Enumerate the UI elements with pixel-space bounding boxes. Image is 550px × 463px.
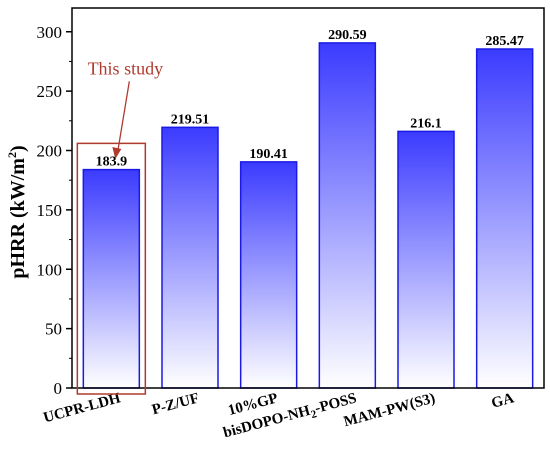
x-category-label: MAM-PW(S3) [342, 390, 437, 430]
plot-frame [71, 7, 545, 389]
this-study-annotation: This study [76, 58, 164, 395]
y-tick-label: 100 [37, 260, 63, 279]
y-axis-ticks: 0 50 100 150 200 250 300 [37, 23, 72, 398]
bar-10-gp [239, 161, 298, 389]
y-tick-label: 200 [37, 142, 63, 161]
y-tick-label: 300 [37, 23, 63, 42]
y-axis-title: pHRR (kW/m2) [5, 145, 29, 278]
y-tick-label: 250 [37, 82, 63, 101]
bar-value-label: 216.1 [410, 116, 442, 131]
y-tick-label: 50 [45, 320, 62, 339]
this-study-arrow [116, 81, 130, 155]
bar-p-z-uf [161, 126, 219, 389]
bar-value-label: 285.47 [485, 34, 524, 49]
bar-bisdopo-nh2-poss [318, 42, 377, 389]
y-axis-title-close: ) [7, 145, 29, 152]
this-study-label: This study [88, 58, 164, 78]
bar-value-label: 219.51 [171, 112, 210, 127]
category-labels-group: UCPR-LDH P-Z/UF 10%GPbisDOPO-NH2-POSSMAM-P… [42, 390, 516, 441]
x-category-label: P-Z/UF [150, 390, 201, 418]
y-tick-label: 0 [54, 379, 63, 398]
this-study-arrowhead [112, 146, 122, 159]
y-axis-title-sup: 2 [5, 152, 19, 158]
value-labels-group: 183.9 219.51 190.41 290.59 216.1 285.47 [96, 28, 524, 170]
this-study-highlight-box [76, 142, 147, 395]
bar-value-label: 183.9 [96, 155, 128, 170]
bars-group [82, 42, 534, 389]
x-category-label: GA [490, 390, 516, 411]
y-axis-title-main: pHRR (kW/m [7, 158, 29, 279]
bar-ga [475, 48, 534, 389]
bar-mam-pw-s3- [397, 130, 455, 389]
bar-ucpr-ldh [82, 168, 141, 389]
bar-value-label: 290.59 [328, 28, 367, 43]
y-tick-label: 150 [37, 201, 63, 220]
bar-value-label: 190.41 [249, 147, 288, 162]
